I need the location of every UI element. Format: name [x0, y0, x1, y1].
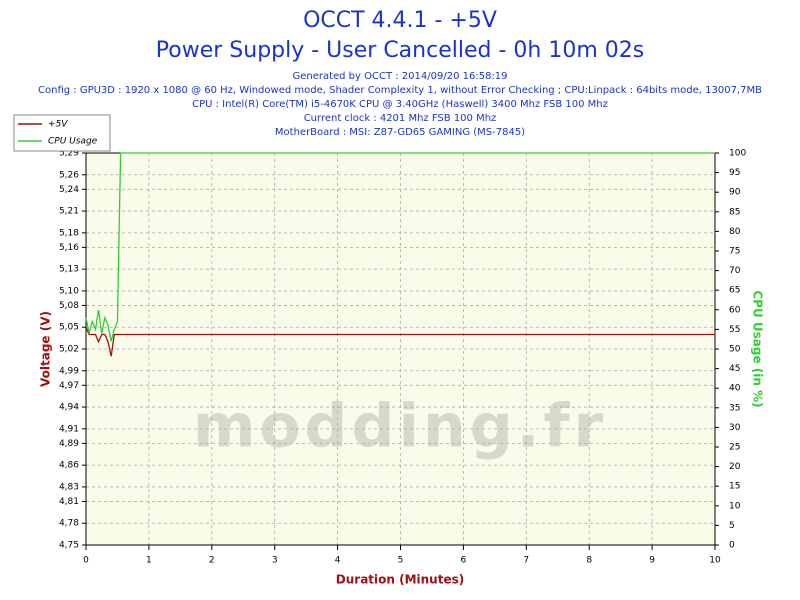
y-tick-label: 5,08 — [59, 301, 79, 311]
y-tick-label: 5,02 — [59, 345, 79, 355]
info-line: MotherBoard : MSI: Z87-GD65 GAMING (MS-7… — [275, 127, 525, 138]
legend: +5V CPU Usage — [13, 114, 111, 152]
y2-tick-label: 45 — [729, 364, 740, 374]
y-tick-label: 5,16 — [59, 243, 79, 253]
y-tick-label: 5,26 — [59, 170, 79, 180]
y-tick-label: 5,29 — [59, 149, 79, 159]
x-axis-label: Duration (Minutes) — [336, 573, 464, 587]
y-tick-label: 4,86 — [59, 461, 79, 471]
y2-tick-label: 100 — [729, 149, 746, 159]
x-tick-label: 7 — [523, 556, 529, 566]
y2-tick-label: 40 — [729, 384, 741, 394]
y2-tick-label: 55 — [729, 325, 740, 335]
y-axis-label: Voltage (V) — [39, 311, 53, 387]
legend-box — [13, 114, 111, 152]
chart-title: OCCT 4.4.1 - +5V — [303, 8, 497, 33]
y2-tick-label: 25 — [729, 443, 740, 453]
y2-tick-label: 80 — [729, 227, 741, 237]
y2-tick-label: 50 — [729, 345, 741, 355]
y-tick-label: 4,99 — [59, 366, 79, 376]
x-tick-label: 5 — [398, 556, 404, 566]
info-line: CPU : Intel(R) Core(TM) i5-4670K CPU @ 3… — [192, 99, 608, 110]
y2-tick-label: 70 — [729, 266, 741, 276]
y2-tick-label: 15 — [729, 482, 740, 492]
watermark: modding.fr — [193, 392, 607, 462]
y2-tick-label: 5 — [729, 521, 735, 531]
x-tick-label: 0 — [83, 556, 89, 566]
y2-tick-label: 0 — [729, 541, 735, 551]
y2-tick-label: 60 — [729, 305, 741, 315]
y2-tick-label: 75 — [729, 247, 740, 257]
y-tick-label: 4,97 — [59, 381, 79, 391]
y2-tick-label: 30 — [729, 423, 741, 433]
y2-tick-label: 20 — [729, 462, 741, 472]
info-line: Current clock : 4201 Mhz FSB 100 Mhz — [304, 113, 497, 124]
y-tick-label: 5,18 — [59, 228, 79, 238]
y-tick-label: 5,24 — [59, 185, 79, 195]
y-tick-label: 5,10 — [59, 286, 79, 296]
chart-subtitle: Power Supply - User Cancelled - 0h 10m 0… — [156, 38, 644, 63]
legend-label: +5V — [48, 120, 68, 130]
y2-tick-label: 85 — [729, 207, 740, 217]
y2-tick-label: 10 — [729, 501, 741, 511]
series-line — [85, 152, 715, 342]
y-tick-label: 4,83 — [59, 482, 79, 492]
x-tick-label: 4 — [335, 556, 341, 566]
series-line — [85, 326, 715, 357]
y-tick-label: 4,94 — [59, 403, 79, 413]
y-tick-label: 4,75 — [59, 541, 79, 551]
x-tick-label: 8 — [586, 556, 592, 566]
x-tick-label: 6 — [461, 556, 467, 566]
x-tick-label: 2 — [209, 556, 215, 566]
x-tick-label: 3 — [272, 556, 278, 566]
y-tick-label: 5,05 — [59, 323, 79, 333]
x-tick-label: 1 — [146, 556, 152, 566]
y-tick-label: 4,81 — [59, 497, 79, 507]
y-tick-label: 4,78 — [59, 519, 79, 529]
y2-tick-label: 65 — [729, 286, 740, 296]
info-line: Config : GPU3D : 1920 x 1080 @ 60 Hz, Wi… — [38, 85, 762, 96]
info-line: Generated by OCCT : 2014/09/20 16:58:19 — [292, 71, 507, 82]
x-tick-label: 9 — [649, 556, 655, 566]
x-tick-label: 10 — [709, 556, 721, 566]
y2-tick-label: 35 — [729, 403, 740, 413]
y2-axis-label: CPU Usage (in %) — [751, 290, 765, 407]
legend-label: CPU Usage — [48, 137, 98, 147]
y2-tick-label: 95 — [729, 168, 740, 178]
y-tick-label: 5,13 — [59, 265, 79, 275]
y-tick-label: 4,89 — [59, 439, 79, 449]
y2-tick-label: 90 — [729, 188, 741, 198]
y-tick-label: 4,91 — [59, 424, 79, 434]
y-tick-label: 5,21 — [59, 207, 79, 217]
